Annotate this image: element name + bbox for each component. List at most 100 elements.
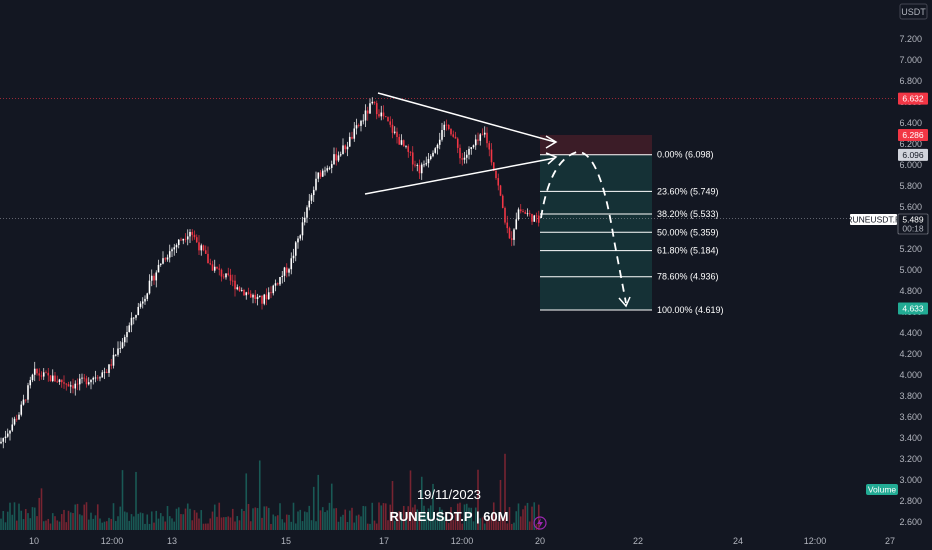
volume-bar	[465, 503, 468, 530]
candle-body	[130, 317, 133, 326]
volume-bar	[171, 518, 173, 530]
candle-body	[108, 364, 110, 373]
candle-body	[103, 371, 106, 373]
candle-body	[486, 132, 488, 144]
volume-bar	[299, 509, 302, 530]
volume-bar	[371, 502, 374, 530]
volume-bar	[74, 504, 77, 530]
volume-bar	[360, 516, 362, 530]
volume-bar	[177, 507, 180, 530]
candle-body	[308, 200, 311, 208]
volume-bar	[443, 516, 446, 530]
last-price-text: 5.489	[902, 215, 924, 225]
y-tick-label: 5.600	[899, 202, 922, 212]
candle-body	[20, 404, 23, 415]
volume-bar	[117, 516, 119, 530]
candle-body	[146, 293, 149, 299]
volume-bar	[42, 521, 45, 530]
candle-body	[461, 158, 464, 160]
candle-body	[481, 134, 484, 136]
lightning-icon[interactable]	[533, 516, 547, 530]
volume-bar	[308, 505, 311, 530]
candle-body	[513, 229, 515, 240]
candle-body	[96, 377, 99, 379]
volume-bar	[18, 503, 20, 530]
volume-bar	[481, 517, 484, 530]
x-tick-label: 12:00	[804, 536, 827, 546]
volume-bar	[380, 505, 383, 530]
candle-body	[474, 139, 477, 146]
volume-bar	[276, 515, 279, 530]
candle-body	[447, 124, 450, 129]
candle-body	[74, 383, 77, 389]
candle-body	[67, 384, 70, 387]
volume-bar	[184, 508, 187, 530]
candle-body	[425, 163, 428, 165]
volume-bar	[270, 523, 272, 530]
date-watermark: 19/11/2023	[417, 487, 481, 502]
candle-body	[33, 368, 36, 375]
candle-body	[184, 238, 187, 240]
volume-bar	[193, 510, 196, 530]
candle-body	[508, 228, 511, 239]
candle-body	[51, 375, 54, 382]
candle-body	[506, 222, 509, 229]
volume-bar	[283, 522, 286, 530]
candle-body	[477, 139, 479, 141]
drawings[interactable]	[364, 92, 631, 308]
candle-body	[15, 418, 18, 420]
volume-bar	[533, 502, 536, 530]
volume-badge[interactable]: Volume	[866, 484, 898, 495]
candle-body	[479, 134, 482, 141]
volume-bar	[22, 519, 25, 530]
x-tick-label: 20	[535, 536, 545, 546]
candle-body	[164, 258, 167, 260]
volume-bar	[454, 513, 457, 530]
currency-badge[interactable]: USDT	[899, 3, 928, 20]
price-badge-text: 6.286	[902, 130, 924, 140]
volume-bar	[348, 510, 351, 530]
candle-body	[220, 269, 223, 277]
candle-body	[342, 145, 344, 155]
volume-bar	[461, 523, 464, 530]
volume-bar	[479, 518, 482, 530]
triangle-lower-line[interactable]	[364, 157, 556, 195]
candle-body	[519, 209, 522, 212]
candle-body	[254, 294, 257, 300]
volume-bar	[384, 503, 387, 530]
candle-body	[175, 245, 178, 248]
fib-levels[interactable]: 0.00% (6.098) 23.60% (5.749) 38.20% (5.533…	[540, 150, 724, 315]
candle-body	[389, 121, 392, 125]
volume-bar	[247, 503, 250, 530]
candle-body	[92, 377, 95, 380]
candle-body	[459, 147, 461, 159]
volume-bar	[459, 502, 461, 530]
x-tick-label: 15	[281, 536, 291, 546]
triangle-upper-line[interactable]	[377, 92, 556, 143]
volume-bar	[114, 521, 117, 530]
candle-body	[499, 185, 502, 196]
volume-bar	[49, 523, 52, 530]
y-tick-label: 7.200	[899, 34, 922, 44]
volume-bar	[148, 523, 151, 530]
volume-bar	[301, 521, 304, 530]
candle-body	[328, 167, 331, 169]
volume-bar	[391, 481, 394, 530]
candle-body	[515, 219, 518, 230]
candle-body	[294, 242, 297, 256]
volume-bar	[510, 523, 513, 530]
projection-path[interactable]	[540, 151, 627, 304]
candle-body	[209, 263, 212, 265]
volume-badge-text: Volume	[868, 485, 897, 495]
volume-bar	[195, 512, 198, 530]
volume-bar	[382, 503, 385, 530]
volume-bar	[492, 502, 495, 530]
candle-body	[258, 295, 261, 297]
candle-body	[321, 170, 324, 177]
time-axis[interactable]: 10 12:00 13 15 17 12:00 20 22 24 12:00 27	[29, 536, 895, 546]
candle-body	[2, 438, 5, 442]
volume-bar	[506, 523, 509, 530]
y-tick-label: 3.000	[899, 475, 922, 485]
